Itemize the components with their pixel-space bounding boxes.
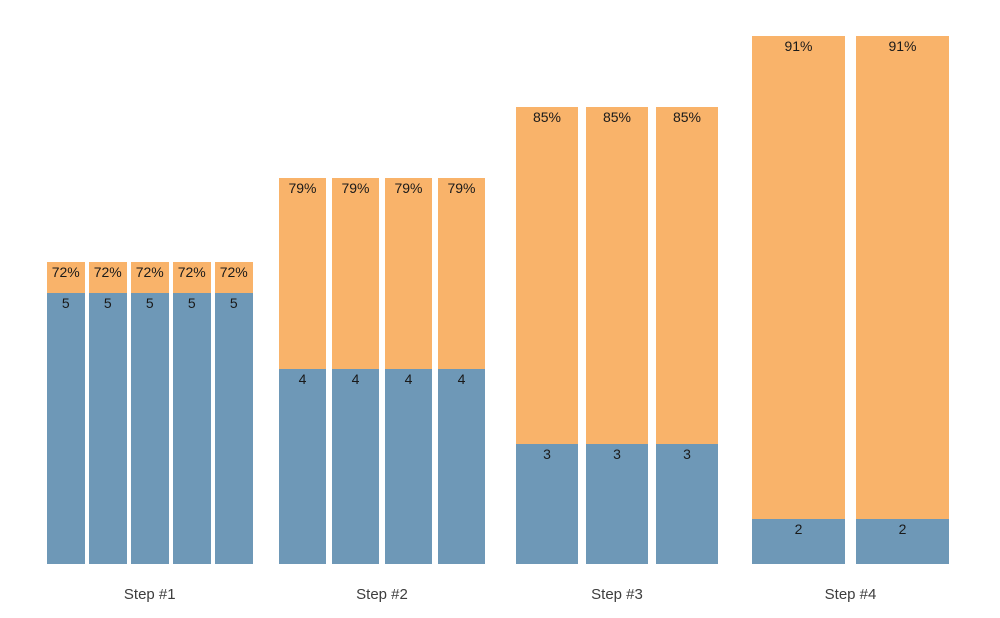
percent-label: 72% <box>135 264 164 280</box>
count-label: 5 <box>229 295 238 311</box>
stacked-bar: 91% 2 <box>856 36 949 564</box>
percent-label: 79% <box>447 180 476 196</box>
stacked-bar: 79% 4 <box>438 178 485 564</box>
bar-segment-percent: 72% <box>89 262 127 293</box>
count-label: 5 <box>187 295 196 311</box>
x-axis-category-label: Step #1 <box>123 586 176 603</box>
percent-label: 72% <box>93 264 122 280</box>
bar-segment-percent: 85% <box>586 107 648 444</box>
count-label: 4 <box>404 371 413 387</box>
count-label: 5 <box>103 295 112 311</box>
percent-label: 79% <box>288 180 317 196</box>
bar-segment-count: 5 <box>47 293 85 564</box>
stacked-bar: 85% 3 <box>516 107 578 564</box>
percent-label: 85% <box>532 109 562 125</box>
stacked-bar: 91% 2 <box>752 36 845 564</box>
bar-segment-count: 3 <box>656 444 718 564</box>
bar-segment-count: 5 <box>131 293 169 564</box>
percent-label: 79% <box>341 180 370 196</box>
bar-segment-percent: 79% <box>279 178 326 369</box>
bar-segment-count: 5 <box>89 293 127 564</box>
bar-segment-percent: 72% <box>173 262 211 293</box>
count-label: 4 <box>298 371 307 387</box>
percent-label: 72% <box>51 264 80 280</box>
percent-label: 72% <box>219 264 248 280</box>
count-label: 5 <box>145 295 154 311</box>
bar-segment-percent: 72% <box>131 262 169 293</box>
percent-label: 79% <box>394 180 423 196</box>
bar-group-step-2: 79% 4 79% 4 79% 4 79% 4 <box>279 178 485 564</box>
bar-segment-count: 4 <box>279 369 326 564</box>
count-label: 4 <box>457 371 466 387</box>
bar-segment-percent: 72% <box>215 262 253 293</box>
bar-segment-count: 4 <box>438 369 485 564</box>
bar-segment-percent: 85% <box>516 107 578 444</box>
bar-segment-percent: 79% <box>438 178 485 369</box>
count-label: 3 <box>683 446 691 462</box>
stacked-bar: 79% 4 <box>332 178 379 564</box>
bar-segment-percent: 91% <box>856 36 949 519</box>
percent-label: 85% <box>602 109 632 125</box>
bar-segment-count: 5 <box>215 293 253 564</box>
bar-segment-percent: 79% <box>385 178 432 369</box>
x-axis-category-label: Step #2 <box>356 586 408 603</box>
count-label: 3 <box>543 446 551 462</box>
bar-segment-count: 3 <box>586 444 648 564</box>
stacked-bar: 72% 5 <box>173 262 211 564</box>
count-label: 5 <box>61 295 70 311</box>
bar-segment-count: 5 <box>173 293 211 564</box>
bar-segment-percent: 91% <box>752 36 845 519</box>
bar-segment-percent: 79% <box>332 178 379 369</box>
x-axis-category-label: Step #4 <box>824 586 877 603</box>
stacked-bar: 72% 5 <box>131 262 169 564</box>
percent-label: 91% <box>888 38 917 54</box>
bar-segment-count: 2 <box>752 519 845 564</box>
stacked-bar: 79% 4 <box>385 178 432 564</box>
bar-group-step-4: 91% 2 91% 2 <box>752 36 949 564</box>
percent-label: 72% <box>177 264 206 280</box>
stacked-bar: 85% 3 <box>586 107 648 564</box>
percent-label: 91% <box>784 38 813 54</box>
bar-segment-count: 3 <box>516 444 578 564</box>
bar-segment-count: 2 <box>856 519 949 564</box>
count-label: 4 <box>351 371 360 387</box>
bar-segment-percent: 85% <box>656 107 718 444</box>
bar-segment-count: 4 <box>385 369 432 564</box>
count-label: 2 <box>898 521 907 537</box>
count-label: 3 <box>613 446 621 462</box>
stacked-bar: 72% 5 <box>215 262 253 564</box>
bar-group-step-3: 85% 3 85% 3 85% 3 <box>516 107 718 564</box>
stacked-bar: 72% 5 <box>89 262 127 564</box>
stacked-bar: 85% 3 <box>656 107 718 564</box>
bar-group-step-1: 72% 5 72% 5 72% 5 72% 5 72% 5 <box>47 262 253 564</box>
x-axis-category-label: Step #3 <box>591 586 643 603</box>
count-label: 2 <box>794 521 803 537</box>
percent-label: 85% <box>672 109 702 125</box>
stacked-bar: 79% 4 <box>279 178 326 564</box>
bar-segment-count: 4 <box>332 369 379 564</box>
bar-segment-percent: 72% <box>47 262 85 293</box>
stacked-bar: 72% 5 <box>47 262 85 564</box>
